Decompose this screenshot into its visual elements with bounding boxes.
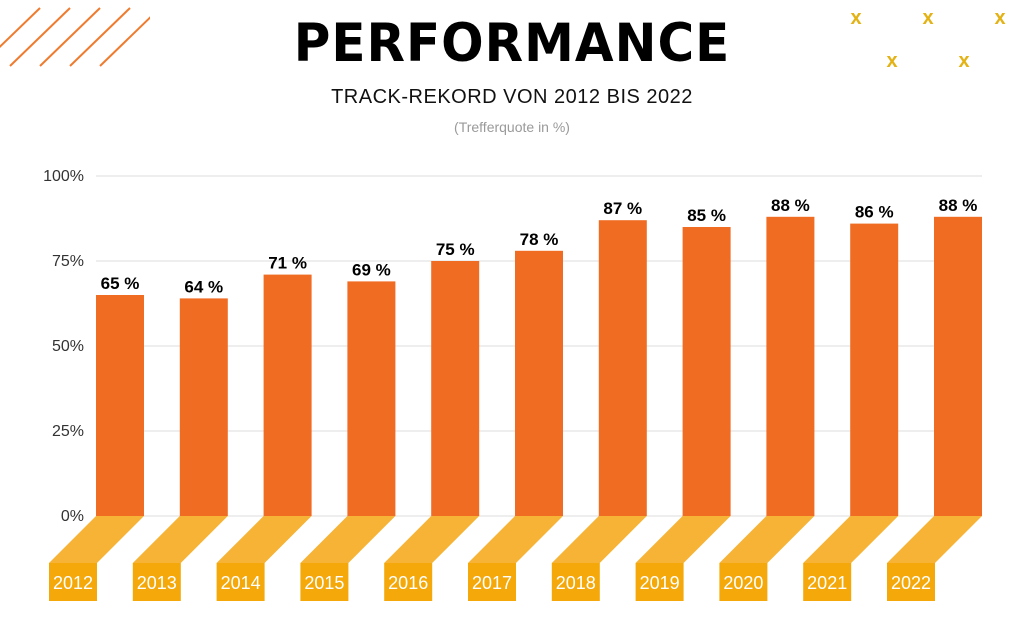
data-label: 64 % — [184, 277, 223, 296]
bar — [682, 227, 731, 516]
x-mark-icon: x — [994, 7, 1005, 29]
x-tick-label: 2014 — [221, 573, 261, 593]
bar — [96, 295, 144, 516]
bar — [850, 223, 899, 516]
x-tick-label: 2017 — [472, 573, 512, 593]
diagonal-line — [99, 16, 150, 67]
data-labels: 65 % 64 % 71 % 69 % 75 % 78 % 87 % 85 % 88 % 86 %… — [101, 196, 978, 297]
data-label: 69 % — [352, 260, 391, 279]
platform-top — [551, 516, 647, 563]
bar — [598, 220, 647, 516]
diagonal-line — [9, 7, 71, 67]
x-mark-icon: x — [886, 50, 897, 72]
platform-front — [216, 563, 265, 601]
x-tick-label: 2021 — [807, 573, 847, 593]
x-tick-label: 2020 — [723, 573, 763, 593]
x-tick-label: 2016 — [388, 573, 428, 593]
x-tick-label: 2015 — [304, 573, 344, 593]
y-tick-label: 75% — [52, 253, 84, 270]
y-axis-ticks: 0% 25% 50% 75% 100% — [43, 168, 84, 525]
bar — [934, 216, 982, 517]
data-label: 75 % — [436, 240, 475, 259]
platform-top — [803, 516, 899, 563]
platform-front — [132, 563, 181, 601]
data-label: 86 % — [855, 203, 894, 222]
bar — [515, 250, 563, 517]
platform-top — [132, 516, 228, 563]
data-label: 71 % — [268, 254, 307, 273]
x-tick-label: 2013 — [137, 573, 177, 593]
y-tick-label: 0% — [61, 508, 84, 525]
platform-top — [384, 516, 480, 563]
platform-top — [635, 516, 731, 563]
data-label: 88 % — [771, 196, 810, 215]
bar — [179, 298, 228, 516]
bars — [96, 216, 982, 517]
platform-front — [803, 563, 852, 601]
platform-front — [635, 563, 684, 601]
x-tick-label: 2012 — [53, 573, 93, 593]
data-label: 87 % — [603, 199, 642, 218]
page-title: PERFORMANCE — [293, 12, 731, 74]
platform-top — [216, 516, 312, 563]
y-tick-label: 25% — [52, 423, 84, 440]
data-label: 65 % — [101, 274, 140, 293]
diagonal-line — [69, 7, 131, 67]
platform-top — [300, 516, 396, 563]
bar — [431, 261, 480, 516]
x-tick-label: 2019 — [640, 573, 680, 593]
platform-front — [887, 563, 935, 601]
platform-front — [49, 563, 97, 601]
y-tick-label: 50% — [52, 338, 84, 355]
diagonal-line — [0, 7, 41, 49]
data-label: 88 % — [939, 196, 978, 215]
x-mark-icon: x — [922, 7, 933, 29]
page-subtitle: TRACK-REKORD VON 2012 BIS 2022 — [331, 86, 693, 108]
diagonal-lines-decoration — [0, 7, 150, 67]
x-tick-label: 2022 — [891, 573, 931, 593]
bar — [766, 216, 815, 517]
platform-top — [887, 516, 982, 563]
bar — [263, 274, 312, 516]
platform-front — [551, 563, 600, 601]
unit-note: (Trefferquote in %) — [454, 119, 570, 135]
platform-front — [468, 563, 516, 601]
x-marks-decoration: x x x x x — [850, 7, 1005, 72]
platform-top — [49, 516, 144, 563]
diagonal-line — [39, 7, 101, 67]
data-label: 78 % — [520, 230, 559, 249]
platform-top — [719, 516, 815, 563]
platform-front — [384, 563, 433, 601]
data-label: 85 % — [687, 206, 726, 225]
platform-top — [468, 516, 563, 563]
platform-front — [719, 563, 768, 601]
x-tick-label: 2018 — [556, 573, 596, 593]
year-platforms: 2012 2013 2014 2015 2016 2017 2018 2019 2020 2021… — [49, 516, 982, 601]
x-mark-icon: x — [958, 50, 969, 72]
y-tick-label: 100% — [43, 168, 84, 185]
x-mark-icon: x — [850, 7, 861, 29]
platform-front — [300, 563, 349, 601]
bar — [347, 281, 396, 516]
